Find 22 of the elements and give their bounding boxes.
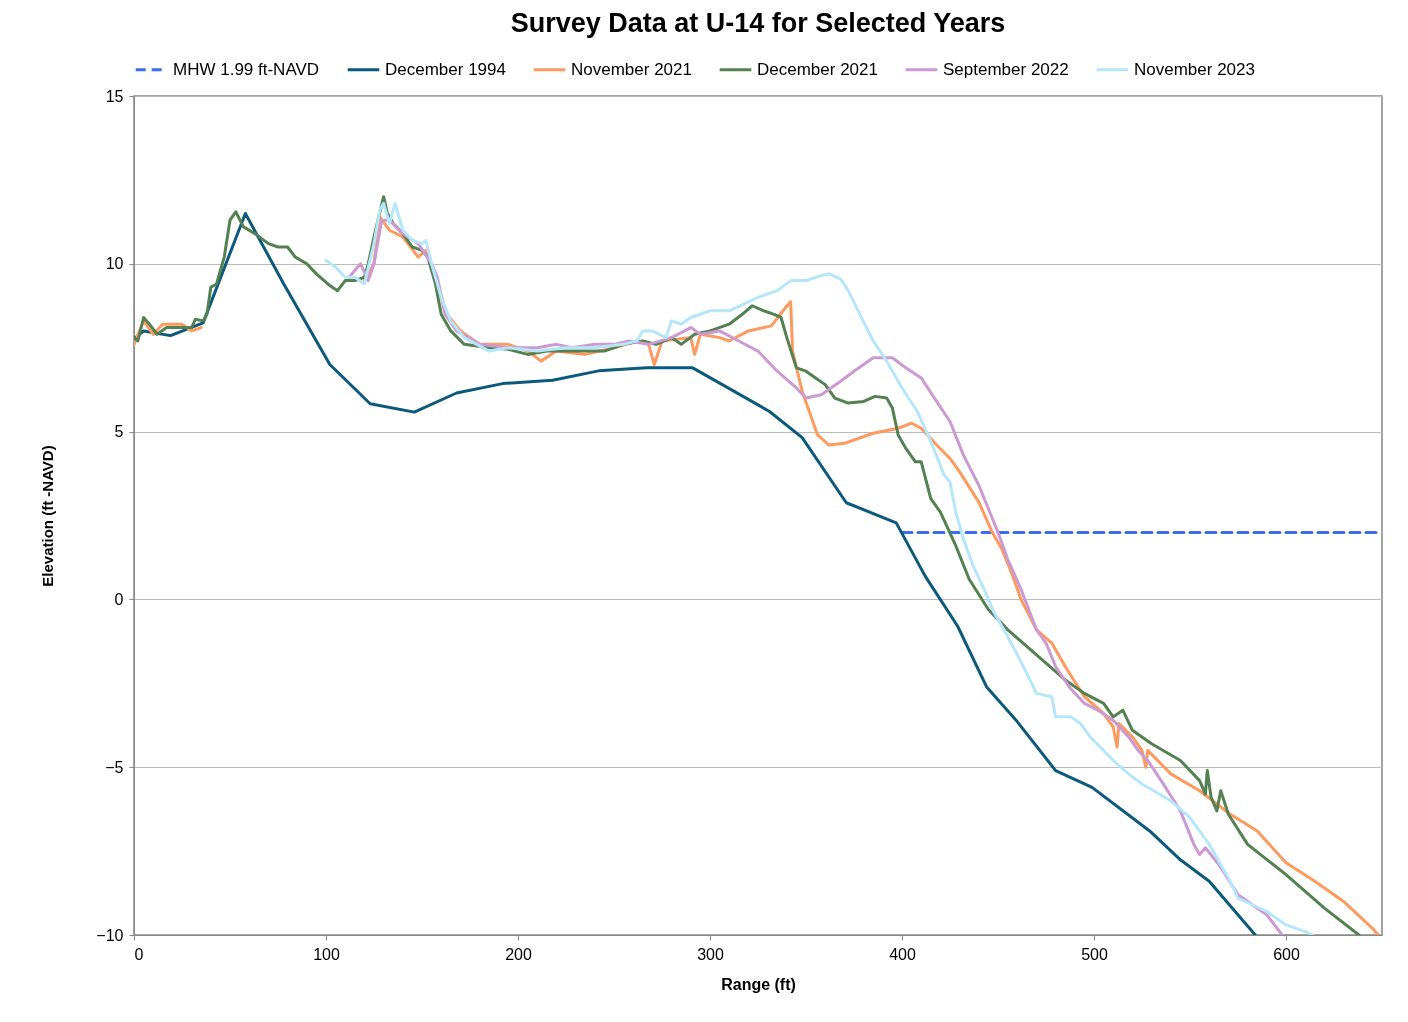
legend-label: December 2021 xyxy=(757,59,878,79)
y-tick-label: 0 xyxy=(114,590,124,608)
y-tick-label: 5 xyxy=(114,423,124,441)
legend-label: MHW 1.99 ft-NAVD xyxy=(173,59,320,79)
y-tick-label: −10 xyxy=(96,926,124,944)
x-tick-label: 500 xyxy=(1081,945,1108,963)
y-tick-label: −5 xyxy=(105,758,124,776)
x-tick-label: 600 xyxy=(1273,945,1300,963)
y-axis-title: Elevation (ft -NAVD) xyxy=(39,445,57,587)
x-tick-label: 0 xyxy=(134,945,144,963)
x-axis-title: Range (ft) xyxy=(721,975,796,993)
y-tick-label: 15 xyxy=(105,87,124,105)
y-tick-label: 10 xyxy=(105,255,124,273)
chart-title: Survey Data at U-14 for Selected Years xyxy=(510,8,1006,38)
x-tick-label: 200 xyxy=(505,945,532,963)
legend-label: November 2023 xyxy=(1134,59,1255,79)
legend-label: November 2021 xyxy=(571,59,692,79)
x-tick-label: 300 xyxy=(697,945,724,963)
x-tick-label: 100 xyxy=(313,945,340,963)
legend-label: September 2022 xyxy=(943,59,1069,79)
legend-label: December 1994 xyxy=(385,59,506,79)
x-tick-label: 400 xyxy=(889,945,916,963)
